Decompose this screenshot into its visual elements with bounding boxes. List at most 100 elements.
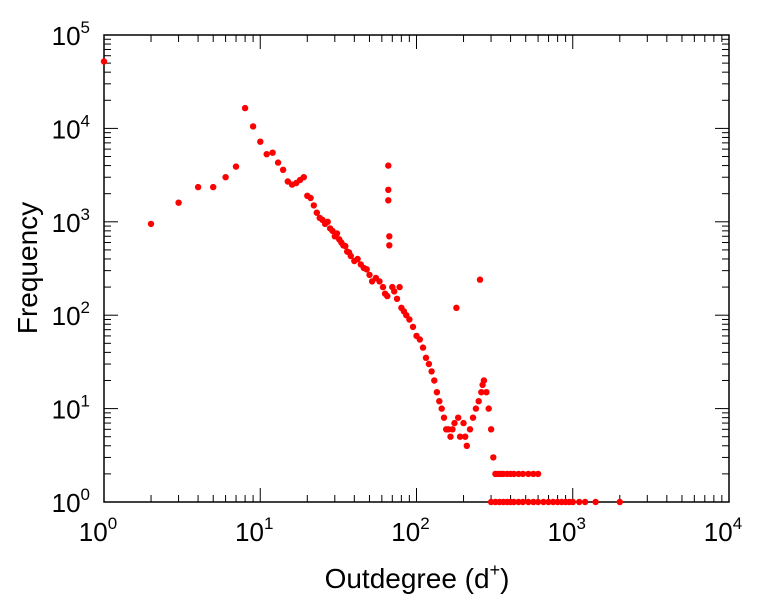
data-point [241,104,249,112]
data-point [483,389,490,396]
data-point [386,233,393,240]
y-tick-label-base: 10 [52,114,81,144]
data-point [391,288,398,295]
data-point [347,252,354,260]
data-point [100,58,108,65]
data-point [534,470,542,478]
data-point [534,498,542,506]
data-point [616,498,623,506]
data-point [476,276,484,283]
data-point [175,199,182,206]
data-point [428,368,435,375]
data-point [581,498,589,506]
data-point [433,389,441,396]
y-tick-label-base: 10 [52,208,81,238]
data-point [384,292,391,300]
x-axis-label-sup: + [490,560,501,580]
data-point [279,166,287,173]
data-point [425,360,433,368]
axis-ticks [103,34,730,503]
data-point [438,405,445,412]
data-point [447,433,454,440]
data-point [232,163,240,170]
y-axis-label: Frequency [12,202,43,334]
data-point [436,398,443,405]
data-point [300,174,307,181]
data-point [455,414,462,421]
data-point [406,316,413,323]
data-point [194,183,202,191]
data-point [440,414,448,421]
data-point [310,202,317,209]
data-point [490,454,497,461]
x-tick-label-base: 10 [79,517,108,547]
y-tick-label: 100 [52,485,90,518]
data-point [409,323,417,331]
x-tick-label-exp: 0 [108,514,117,533]
y-tick-label-base: 10 [52,21,81,51]
y-tick-label-exp: 0 [81,485,90,504]
data-point [519,470,527,478]
data-point [487,426,495,433]
x-tick-label-exp: 3 [576,514,585,533]
y-tick-label-base: 10 [52,395,81,425]
y-tick-label-base: 10 [52,301,81,331]
y-tick-label: 105 [52,18,90,51]
data-point [460,419,467,427]
data-point [249,123,257,130]
y-tick-label-exp: 3 [81,205,90,224]
y-tick-label: 103 [52,205,90,238]
data-point [540,498,547,506]
x-tick-label: 101 [235,514,273,547]
data-point [274,159,282,166]
data-point [385,162,392,169]
plot-frame [103,34,730,503]
data-point [393,295,401,302]
data-point [545,498,552,506]
data-point [475,398,482,405]
data-point [592,498,599,506]
data-points [100,58,623,506]
data-point [510,470,518,478]
data-point [263,151,270,158]
data-point [147,220,155,228]
data-point [354,255,361,263]
data-point [449,426,456,433]
y-tick-label-exp: 4 [81,111,90,130]
data-point [431,377,438,384]
data-point [313,209,320,216]
data-point [210,183,217,191]
data-point [456,433,464,440]
y-tick-label: 102 [52,298,90,331]
data-point [463,442,470,449]
data-point [530,498,537,506]
data-point [485,405,492,412]
data-point [376,278,383,285]
x-tick-label-exp: 4 [733,514,742,533]
y-tick-label: 104 [52,111,90,144]
data-point [550,498,557,506]
data-point [385,197,392,204]
data-point [469,414,477,421]
y-tick-label-exp: 2 [81,298,90,317]
data-point [333,230,341,237]
x-tick-label: 104 [704,514,742,547]
data-point [525,470,532,478]
data-point [525,498,532,506]
data-point [451,419,458,427]
data-point [478,389,485,396]
data-point [416,336,423,343]
data-point [480,377,488,384]
y-tick-label-exp: 5 [81,18,90,37]
x-axis-label-suffix: ) [500,563,509,594]
x-tick-label: 100 [79,514,117,547]
data-point [257,138,264,145]
data-point [569,498,576,506]
x-tick-label-base: 10 [548,517,577,547]
y-tick-label: 101 [52,392,90,425]
data-point [363,266,370,273]
x-axis-label-text: Outdegree (d [325,563,490,594]
data-point [324,218,331,225]
